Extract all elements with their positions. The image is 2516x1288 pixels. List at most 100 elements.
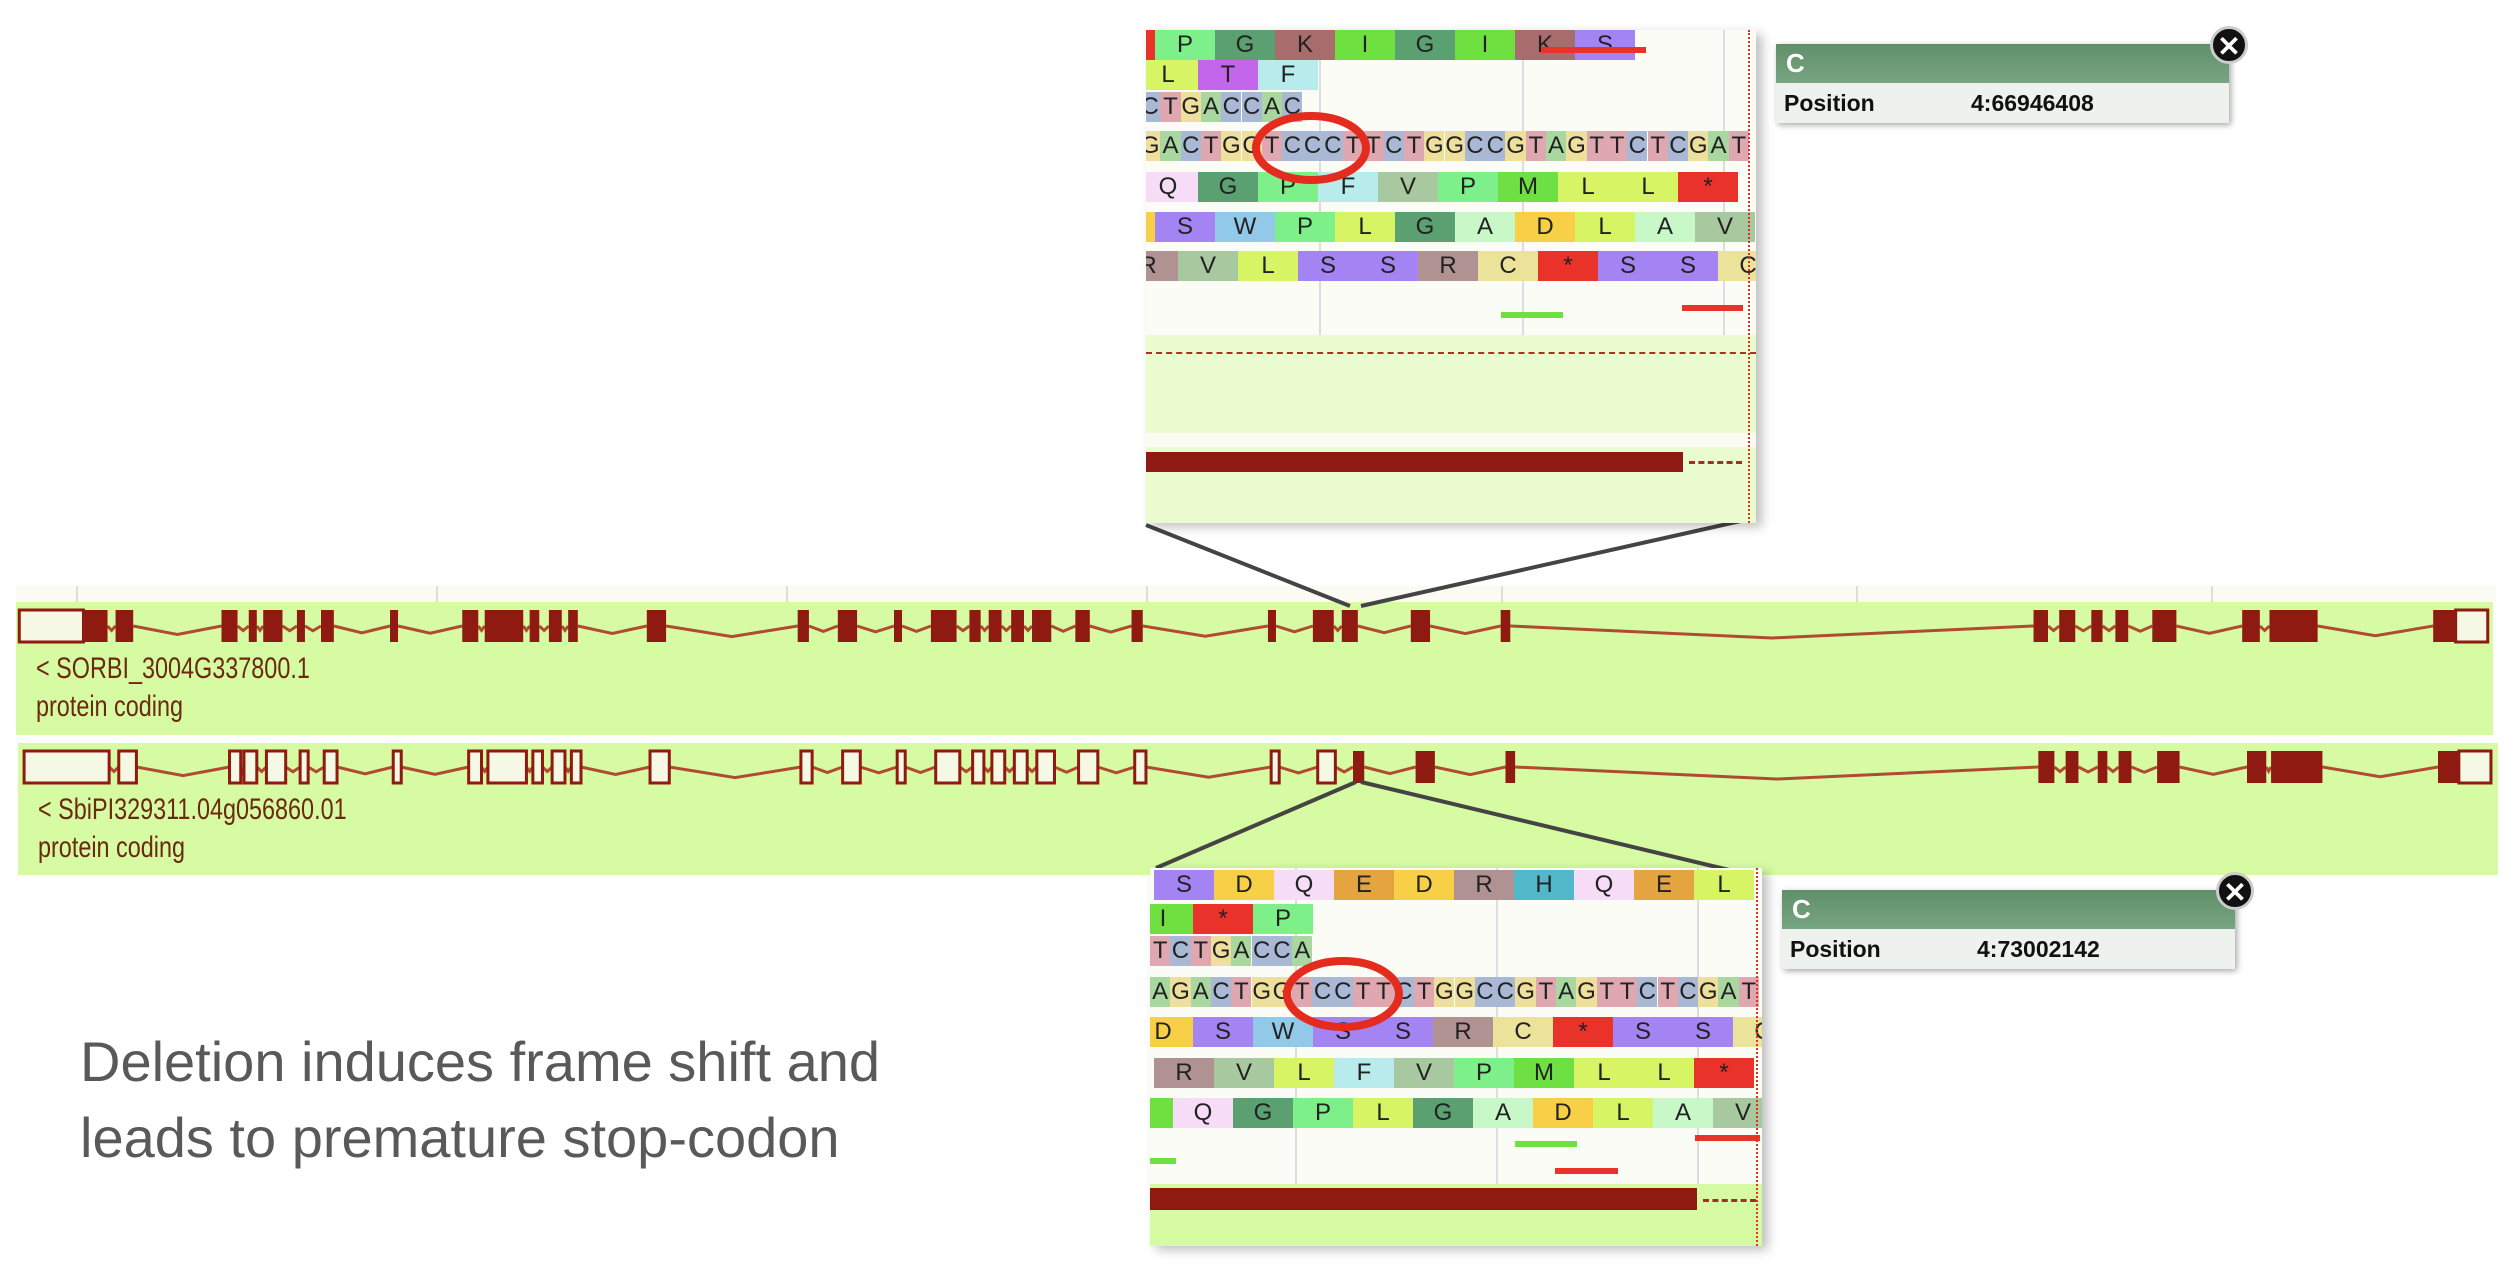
nucleotide-cell[interactable]: C [1302,131,1323,161]
utr-exon[interactable] [1133,749,1148,785]
coding-exon[interactable] [797,610,809,642]
stop-codon-cell[interactable]: * [1553,1017,1613,1047]
amino-acid-cell[interactable]: S [1155,212,1215,242]
nucleotide-cell[interactable]: A [1546,131,1567,161]
nucleotide-cell[interactable]: C [1180,131,1201,161]
coding-exon[interactable] [83,610,108,642]
coding-exon[interactable] [2065,751,2079,783]
utr-exon[interactable] [1012,749,1029,785]
amino-acid-cell[interactable]: R [1154,1058,1214,1088]
nucleotide-cell[interactable]: C [1383,131,1404,161]
nucleotide-cell[interactable]: C [1170,936,1191,966]
utr-exon[interactable] [22,749,111,785]
nucleotide-cell[interactable]: T [1150,936,1171,966]
amino-acid-cell[interactable]: I [1335,30,1395,60]
nucleotide-cell[interactable]: C [1312,977,1333,1007]
amino-acid-cell[interactable]: V [1214,1058,1274,1088]
nucleotide-cell[interactable]: A [1231,936,1252,966]
nucleotide-cell[interactable]: C [1251,936,1272,966]
close-icon[interactable]: ✕ [2216,872,2254,910]
coding-exon-bar[interactable] [1150,1188,1697,1210]
amino-acid-cell[interactable]: G [1215,30,1275,60]
amino-acid-cell[interactable]: G [1395,212,1455,242]
nucleotide-cell[interactable]: A [1708,131,1729,161]
amino-acid-cell[interactable]: L [1593,1098,1653,1128]
amino-acid-cell[interactable]: S [1658,251,1718,281]
amino-acid-cell[interactable]: F [1258,60,1318,90]
coding-exon[interactable] [2115,610,2129,642]
utr-exon[interactable] [895,749,907,785]
gene-track-sbipi[interactable]: < SbiPI329311.04g056860.01 protein codin… [18,743,2498,875]
utr-exon[interactable] [17,608,85,644]
coding-exon[interactable] [1341,610,1358,642]
nucleotide-cell[interactable]: C [1627,131,1648,161]
coding-exon[interactable] [2242,610,2260,642]
coding-exon[interactable] [2091,610,2103,642]
nucleotide-cell[interactable]: G [1180,92,1201,122]
nucleotide-cell[interactable]: T [1200,131,1222,161]
coding-exon[interactable] [2038,751,2055,783]
nucleotide-cell[interactable]: T [1413,977,1435,1007]
coding-exon[interactable] [484,610,524,642]
amino-acid-cell[interactable]: P [1258,172,1318,202]
coding-exon-bar[interactable] [1146,452,1683,472]
coding-exon[interactable] [2269,610,2318,642]
amino-acid-cell[interactable]: L [1694,870,1754,900]
amino-acid-cell[interactable]: Q [1173,1098,1233,1128]
utr-exon[interactable] [550,749,567,785]
coding-exon[interactable] [1505,751,1516,783]
nucleotide-cell[interactable]: A [1200,92,1222,122]
utr-exon[interactable] [799,749,814,785]
utr-exon[interactable] [298,749,310,785]
coding-exon[interactable] [2157,751,2180,783]
amino-acid-cell[interactable]: F [1318,172,1378,202]
nucleotide-cell[interactable]: C [1332,977,1353,1007]
amino-acid-cell[interactable]: P [1293,1098,1353,1128]
nucleotide-cell[interactable]: A [1292,936,1313,966]
coding-exon[interactable] [462,610,479,642]
coding-exon[interactable] [529,610,540,642]
amino-acid-cell[interactable]: S [1373,1017,1433,1047]
amino-acid-cell[interactable]: I [1150,1098,1173,1128]
amino-acid-cell[interactable]: W [1253,1017,1313,1047]
amino-acid-cell[interactable]: C [1718,251,1756,281]
utr-exon[interactable] [467,749,484,785]
utr-exon[interactable] [2457,749,2493,785]
utr-exon[interactable] [531,749,544,785]
utr-exon[interactable] [486,749,528,785]
nucleotide-cell[interactable]: G [1434,977,1455,1007]
amino-acid-cell[interactable]: L [1335,212,1395,242]
amino-acid-cell[interactable]: A [1653,1098,1713,1128]
amino-acid-cell[interactable]: D [1214,870,1274,900]
nucleotide-cell[interactable]: C [1464,131,1486,161]
nucleotide-cell[interactable]: G [1241,131,1262,161]
nucleotide-cell[interactable]: T [1525,131,1546,161]
coding-exon[interactable] [248,610,257,642]
nucleotide-cell[interactable]: T [1343,131,1364,161]
amino-acid-cell[interactable]: S [1193,1017,1253,1047]
amino-acid-cell[interactable]: E [1334,870,1394,900]
nucleotide-cell[interactable]: G [1444,131,1465,161]
utr-exon[interactable] [569,749,583,785]
stop-codon-cell[interactable]: * [1193,904,1253,934]
amino-acid-cell[interactable]: L [1558,172,1618,202]
amino-acid-cell[interactable]: L [1353,1098,1413,1128]
amino-acid-cell[interactable]: R [1454,870,1514,900]
utr-exon[interactable] [841,749,862,785]
amino-acid-cell[interactable]: Q [1146,172,1198,202]
nucleotide-cell[interactable]: T [1738,977,1759,1007]
utr-exon[interactable] [391,749,403,785]
utr-exon[interactable] [1269,749,1281,785]
amino-acid-cell[interactable]: G [1395,30,1455,60]
nucleotide-cell[interactable]: T [1231,977,1252,1007]
amino-acid-cell[interactable]: W [1215,212,1275,242]
amino-acid-cell[interactable]: V [1713,1098,1762,1128]
coding-exon[interactable] [2433,610,2456,642]
amino-acid-cell[interactable]: M [1514,1058,1574,1088]
nucleotide-cell[interactable]: G [1170,977,1191,1007]
nucleotide-cell[interactable]: C [1485,131,1506,161]
nucleotide-cell[interactable]: G [1688,131,1709,161]
nucleotide-cell[interactable]: C [1322,131,1343,161]
coding-exon[interactable] [1131,610,1143,642]
utr-exon[interactable] [2454,608,2490,644]
